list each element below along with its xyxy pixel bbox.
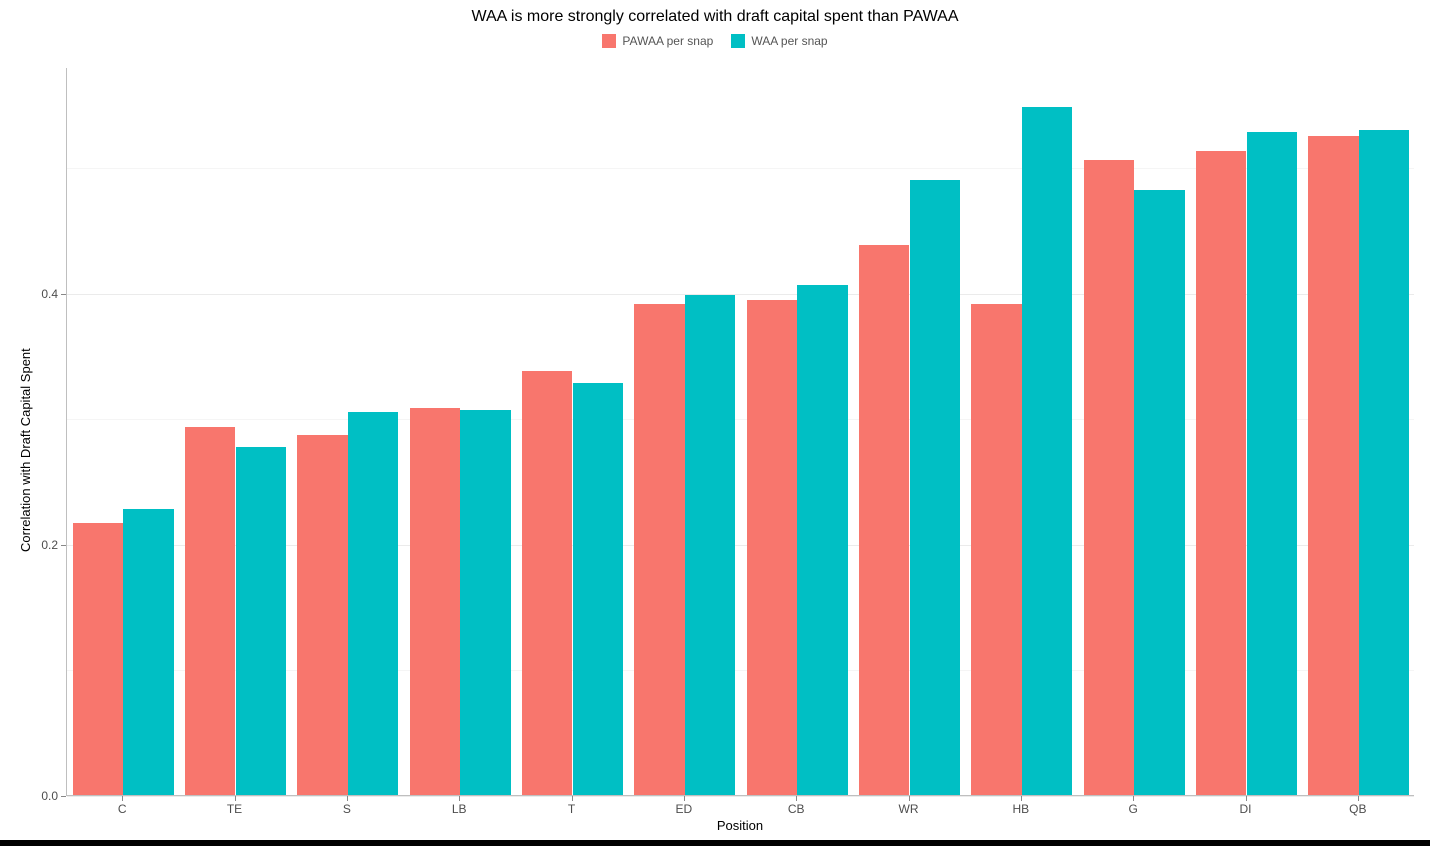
x-tick-mark: [347, 796, 348, 801]
y-tick-label: 0.2: [32, 538, 58, 552]
bar: [797, 285, 848, 795]
legend-item-waa: WAA per snap: [731, 34, 827, 48]
y-tick-label: 0.4: [32, 287, 58, 301]
bar: [1247, 132, 1298, 795]
x-tick-label: WR: [899, 802, 919, 816]
x-tick-label: G: [1128, 802, 1137, 816]
x-tick-label: QB: [1349, 802, 1366, 816]
x-tick-label: CB: [788, 802, 805, 816]
bar: [410, 408, 461, 795]
x-tick-mark: [235, 796, 236, 801]
legend-swatch-waa: [731, 34, 745, 48]
x-tick-mark: [796, 796, 797, 801]
x-tick-label: T: [568, 802, 575, 816]
y-axis-label: Correlation with Draft Capital Spent: [18, 348, 33, 552]
x-tick-mark: [572, 796, 573, 801]
legend-label-waa: WAA per snap: [751, 34, 827, 48]
plot-area: [66, 68, 1414, 796]
bar: [747, 300, 798, 795]
x-tick-mark: [1021, 796, 1022, 801]
bar: [1022, 107, 1073, 795]
x-tick-mark: [1133, 796, 1134, 801]
legend-swatch-pawaa: [602, 34, 616, 48]
y-tick-label: 0.0: [32, 789, 58, 803]
bottom-strip: [0, 840, 1430, 846]
bar: [123, 509, 174, 795]
x-tick-label: C: [118, 802, 127, 816]
x-tick-label: S: [343, 802, 351, 816]
bar: [1196, 151, 1247, 795]
x-tick-label: ED: [675, 802, 692, 816]
bar: [1359, 130, 1410, 795]
bar: [460, 410, 511, 795]
x-tick-label: DI: [1240, 802, 1252, 816]
bar: [236, 447, 287, 795]
grid-major: [67, 796, 1414, 797]
x-tick-label: LB: [452, 802, 467, 816]
y-tick-mark: [61, 545, 66, 546]
bar: [634, 304, 685, 795]
bar: [859, 245, 910, 795]
legend: PAWAA per snap WAA per snap: [0, 34, 1430, 48]
chart-title: WAA is more strongly correlated with dra…: [0, 8, 1430, 26]
x-tick-label: TE: [227, 802, 242, 816]
bar: [573, 383, 624, 795]
chart-container: WAA is more strongly correlated with dra…: [0, 0, 1430, 846]
x-tick-mark: [459, 796, 460, 801]
bar: [297, 435, 348, 795]
bar: [1134, 190, 1185, 795]
x-tick-mark: [909, 796, 910, 801]
bar: [1084, 160, 1135, 795]
x-tick-mark: [684, 796, 685, 801]
x-tick-mark: [122, 796, 123, 801]
bar: [348, 412, 399, 795]
bar: [685, 295, 736, 795]
bar: [910, 180, 961, 795]
legend-item-pawaa: PAWAA per snap: [602, 34, 713, 48]
bar: [522, 371, 573, 795]
x-tick-label: HB: [1012, 802, 1029, 816]
x-tick-mark: [1246, 796, 1247, 801]
bar: [73, 523, 124, 795]
bar: [1308, 136, 1359, 795]
bar: [971, 304, 1022, 795]
x-axis-label: Position: [717, 818, 763, 833]
x-tick-mark: [1358, 796, 1359, 801]
y-tick-mark: [61, 294, 66, 295]
legend-label-pawaa: PAWAA per snap: [622, 34, 713, 48]
y-tick-mark: [61, 796, 66, 797]
bar: [185, 427, 236, 795]
